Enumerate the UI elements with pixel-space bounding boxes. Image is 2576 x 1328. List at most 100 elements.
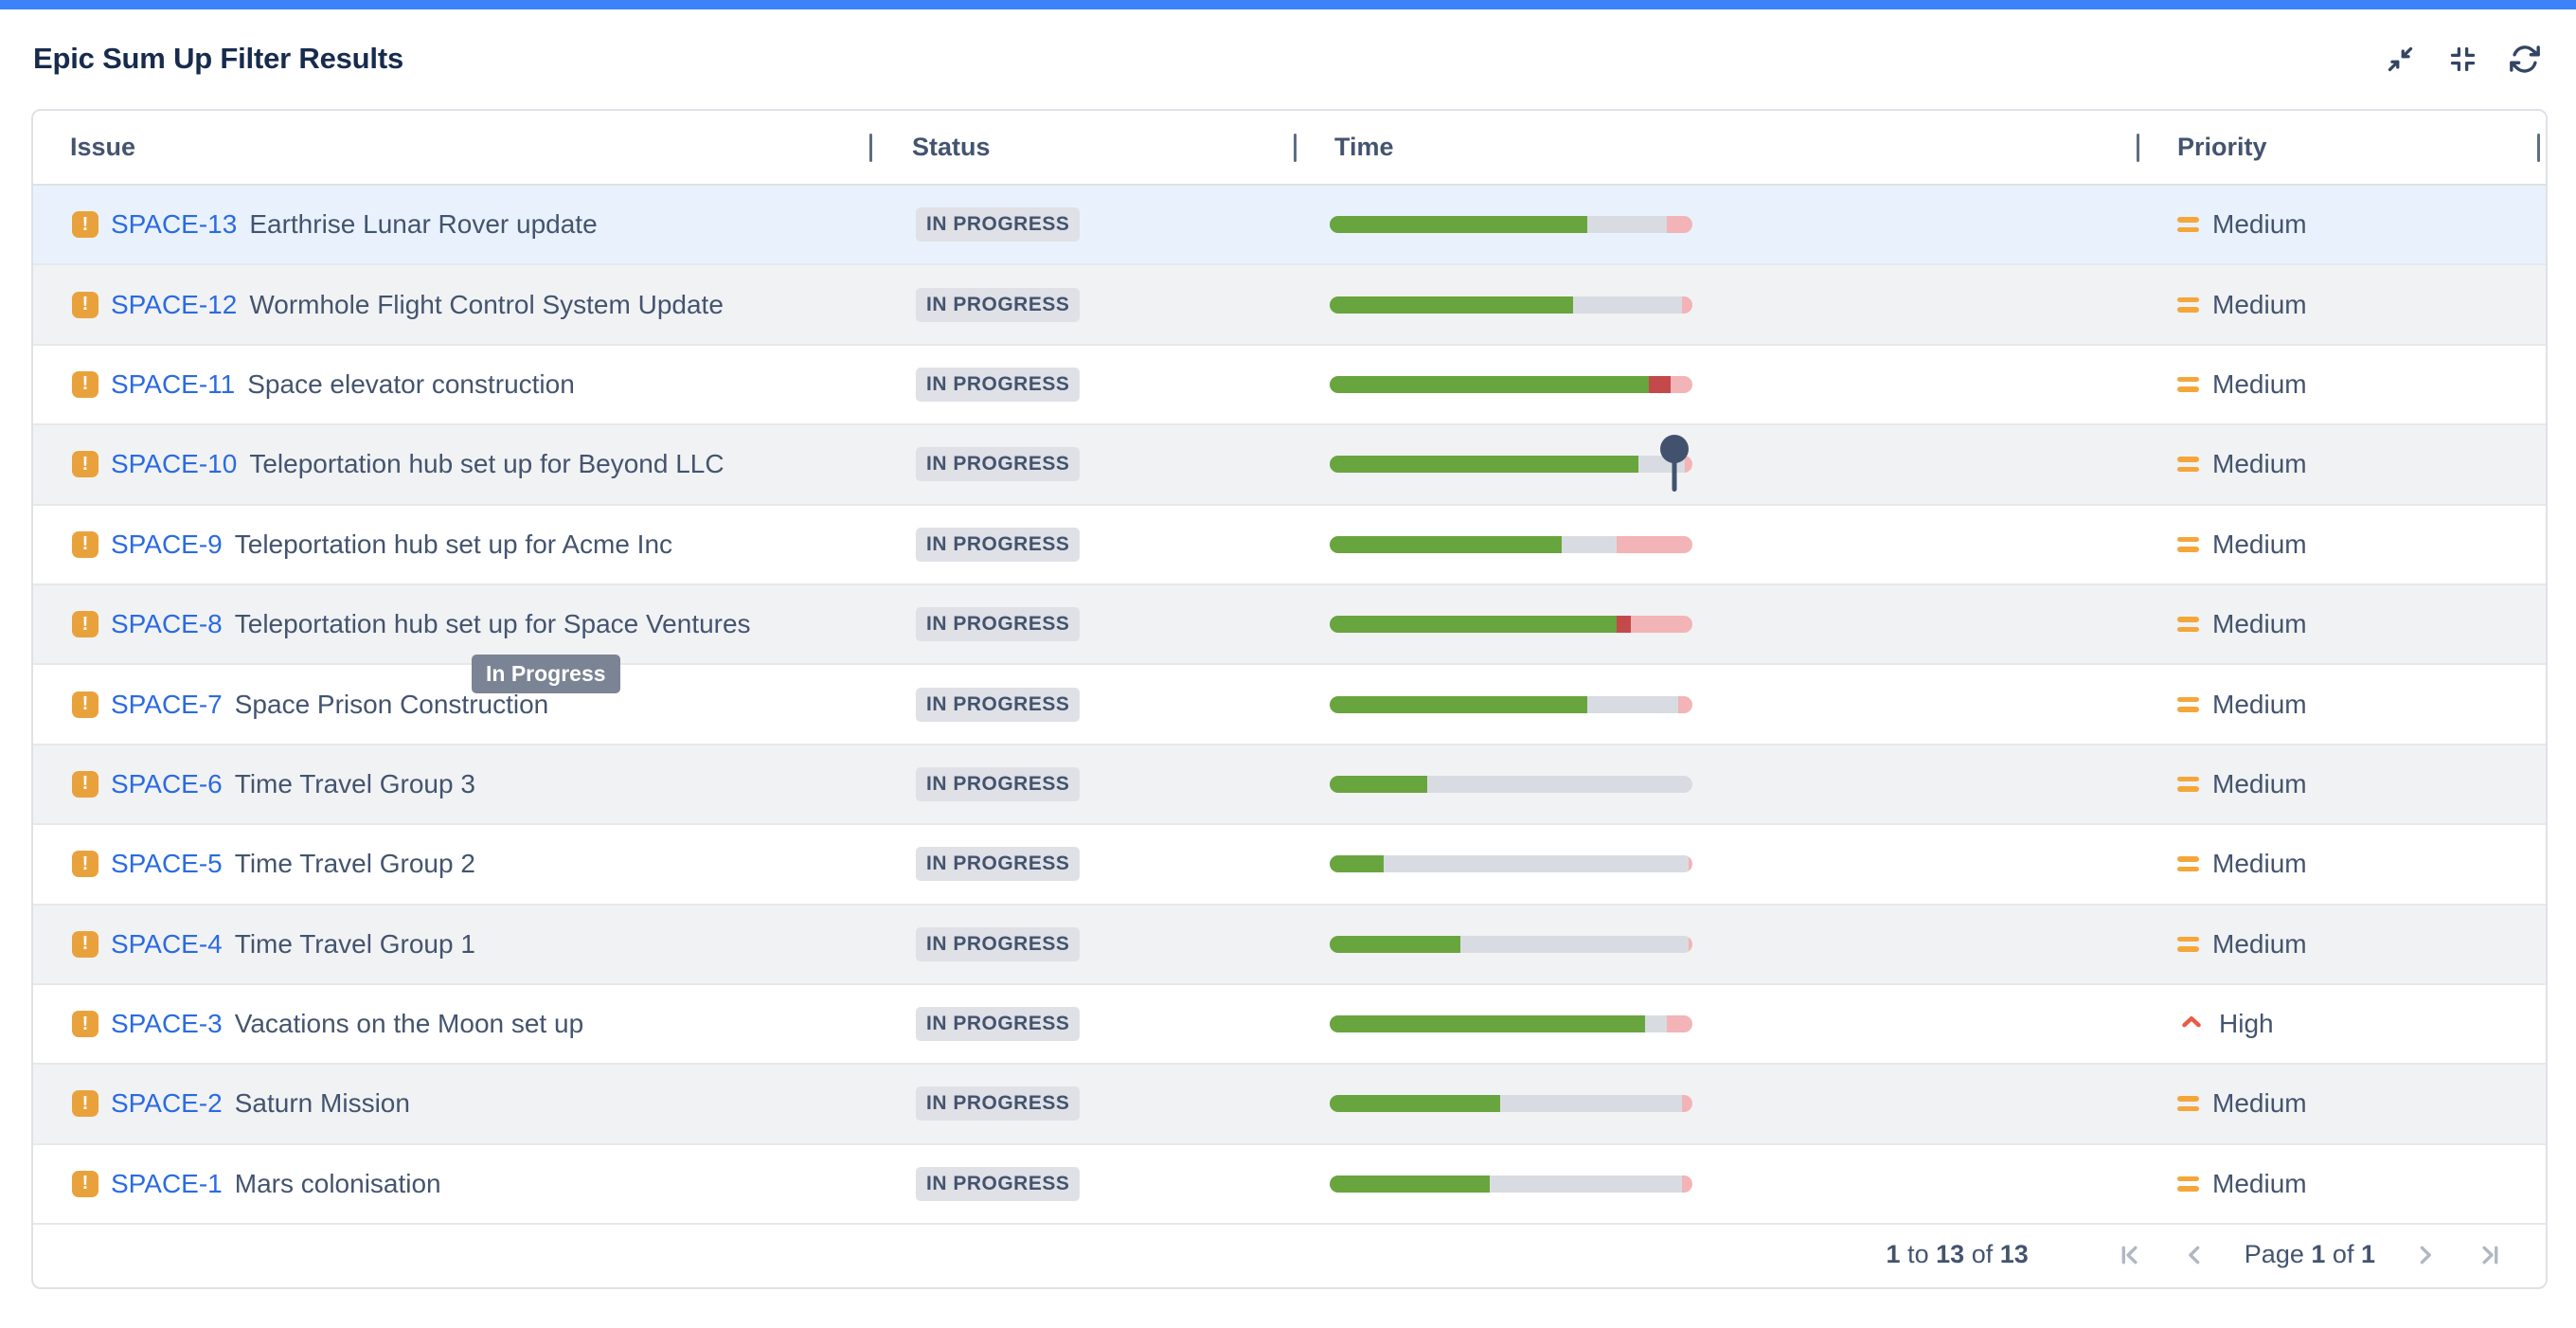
epic-icon: ! <box>72 530 98 558</box>
issue-summary: Wormhole Flight Control System Update <box>249 289 724 319</box>
priority-label: Medium <box>2212 609 2307 639</box>
priority-medium-icon <box>2177 696 2199 712</box>
range-to-word: to <box>1907 1240 1929 1269</box>
issue-key-link[interactable]: SPACE-5 <box>111 849 223 879</box>
next-page-icon[interactable] <box>2411 1241 2440 1269</box>
time-cell <box>1297 1095 2139 1113</box>
progress-segment-green <box>1330 296 1573 314</box>
refresh-icon[interactable] <box>2508 42 2542 76</box>
time-progress-bar[interactable] <box>1330 1095 1692 1113</box>
time-progress-bar[interactable] <box>1330 855 1692 873</box>
priority-cell: Medium <box>2139 609 2546 639</box>
progress-segment-green <box>1330 456 1638 474</box>
table-row[interactable]: ! SPACE-8 Teleportation hub set up for Spa… <box>33 584 2546 666</box>
time-cell <box>1297 1015 2139 1033</box>
issue-key-link[interactable]: SPACE-3 <box>111 1009 223 1039</box>
table-row[interactable]: ! SPACE-12 Wormhole Flight Control System … <box>33 265 2546 346</box>
progress-pin-marker[interactable] <box>1659 435 1689 464</box>
status-badge: IN PROGRESS <box>916 926 1081 961</box>
time-progress-bar[interactable] <box>1330 775 1692 793</box>
time-progress-bar[interactable] <box>1330 1175 1692 1193</box>
progress-segment-gray <box>1572 296 1682 314</box>
status-badge: IN PROGRESS <box>916 207 1081 242</box>
time-progress-bar[interactable] <box>1330 695 1692 713</box>
issue-key-link[interactable]: SPACE-9 <box>111 529 223 559</box>
table-body: ! SPACE-13 Earthrise Lunar Rover update IN … <box>33 186 2546 1226</box>
column-separator[interactable] <box>2137 133 2139 162</box>
top-accent-bar <box>0 0 2576 9</box>
issue-cell: ! SPACE-11 Space elevator construction <box>33 369 872 400</box>
priority-cell: Medium <box>2139 209 2546 240</box>
time-cell <box>1297 216 2139 234</box>
priority-cell: Medium <box>2139 929 2546 960</box>
time-progress-bar[interactable] <box>1330 935 1692 953</box>
time-progress-bar[interactable] <box>1330 216 1692 234</box>
table-row[interactable]: ! SPACE-3 Vacations on the Moon set up IN P… <box>33 984 2546 1066</box>
time-progress <box>1330 695 1692 713</box>
progress-segment-green <box>1330 1095 1500 1113</box>
issue-key-link[interactable]: SPACE-13 <box>111 209 238 240</box>
priority-label: Medium <box>2212 689 2307 719</box>
last-page-icon[interactable] <box>2476 1241 2504 1269</box>
column-separator[interactable] <box>2537 133 2540 162</box>
status-cell: IN PROGRESS <box>872 847 1297 882</box>
issue-summary: Saturn Mission <box>234 1088 410 1119</box>
progress-segment-pink <box>1689 935 1692 953</box>
table-row[interactable]: ! SPACE-9 Teleportation hub set up for Acm… <box>33 505 2546 585</box>
time-progress <box>1330 855 1692 873</box>
progress-segment-gray <box>1586 216 1668 234</box>
time-progress-bar[interactable] <box>1330 535 1692 553</box>
time-progress-bar[interactable] <box>1330 1015 1692 1033</box>
table-row[interactable]: ! SPACE-11 Space elevator construction IN P… <box>33 345 2546 426</box>
previous-page-icon[interactable] <box>2180 1241 2209 1269</box>
issue-key-link[interactable]: SPACE-6 <box>111 768 223 799</box>
table-row[interactable]: ! SPACE-2 Saturn Mission IN PROGRESS Medium <box>33 1065 2546 1145</box>
issue-cell: ! SPACE-5 Time Travel Group 2 <box>33 849 872 879</box>
issue-key-link[interactable]: SPACE-2 <box>111 1088 223 1119</box>
column-header-priority[interactable]: Priority <box>2139 111 2546 184</box>
issue-key-link[interactable]: SPACE-12 <box>111 289 238 319</box>
time-progress-bar[interactable] <box>1330 616 1692 634</box>
minimize-icon[interactable] <box>2383 42 2417 76</box>
column-header-issue[interactable]: Issue <box>33 111 872 184</box>
column-header-time[interactable]: Time <box>1297 111 2139 184</box>
epic-icon: ! <box>72 451 98 478</box>
issue-cell: ! SPACE-6 Time Travel Group 3 <box>33 769 872 799</box>
table-row[interactable]: ! SPACE-7 Space Prison Construction IN PROG… <box>33 665 2546 745</box>
issue-key-link[interactable]: SPACE-10 <box>111 449 238 479</box>
epic-icon: ! <box>72 1011 98 1038</box>
progress-segment-pink <box>1685 456 1692 474</box>
issue-key-link[interactable]: SPACE-11 <box>111 368 236 399</box>
time-progress-bar[interactable] <box>1330 296 1692 314</box>
column-separator[interactable] <box>1294 133 1297 162</box>
status-badge: IN PROGRESS <box>916 607 1081 642</box>
priority-medium-icon <box>2177 617 2199 633</box>
status-badge: IN PROGRESS <box>916 687 1081 722</box>
table-row[interactable]: ! SPACE-4 Time Travel Group 1 IN PROGRESS Me… <box>33 905 2546 985</box>
table-row[interactable]: ! SPACE-13 Earthrise Lunar Rover update IN … <box>33 186 2546 266</box>
issue-key-link[interactable]: SPACE-7 <box>111 689 223 719</box>
table-row[interactable]: ! SPACE-1 Mars colonisation IN PROGRESS Medi… <box>33 1144 2546 1226</box>
status-cell: IN PROGRESS <box>872 367 1297 402</box>
table-row[interactable]: ! SPACE-10 Teleportation hub set up for Be… <box>33 425 2546 506</box>
issue-key-link[interactable]: SPACE-8 <box>111 609 223 639</box>
table-row[interactable]: ! SPACE-6 Time Travel Group 3 IN PROGRESS Me… <box>33 745 2546 826</box>
status-badge: IN PROGRESS <box>916 847 1081 882</box>
priority-cell: Medium <box>2139 449 2546 479</box>
column-separator[interactable] <box>869 133 872 162</box>
time-progress <box>1330 216 1692 234</box>
collapse-corners-icon[interactable] <box>2445 42 2479 76</box>
time-progress-bar[interactable] <box>1330 375 1692 393</box>
issue-key-link[interactable]: SPACE-4 <box>111 928 223 959</box>
epic-icon: ! <box>72 291 98 318</box>
status-cell: IN PROGRESS <box>872 447 1297 482</box>
issue-summary: Mars colonisation <box>234 1168 441 1198</box>
progress-segment-pink <box>1667 216 1692 234</box>
time-progress-bar[interactable] <box>1330 456 1692 474</box>
column-header-status[interactable]: Status <box>872 111 1297 184</box>
first-page-icon[interactable] <box>2116 1241 2144 1269</box>
issue-key-link[interactable]: SPACE-1 <box>111 1168 223 1198</box>
table-row[interactable]: ! SPACE-5 Time Travel Group 2 IN PROGRESS Me… <box>33 825 2546 906</box>
issue-cell: ! SPACE-13 Earthrise Lunar Rover update <box>33 209 872 240</box>
priority-label: Medium <box>2212 768 2307 799</box>
